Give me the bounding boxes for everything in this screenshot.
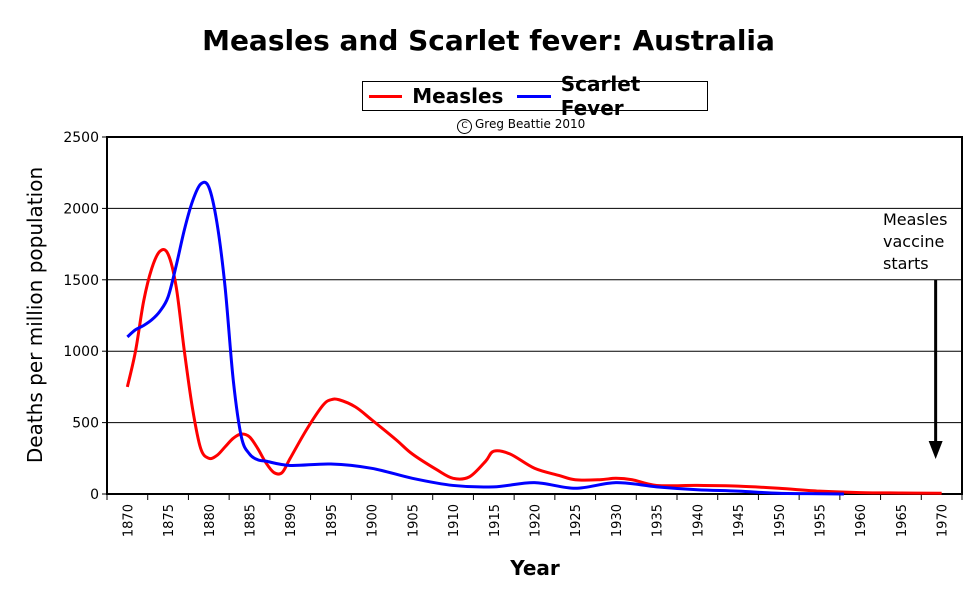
plot-frame [106, 136, 963, 495]
x-tick-label: 1875 [162, 504, 177, 537]
y-tick-label: 500 [72, 416, 99, 432]
x-tick-label: 1885 [244, 504, 259, 537]
series-line-measles [125, 248, 942, 495]
x-tick-label: 1870 [121, 504, 136, 537]
y-tick-label: 1000 [63, 344, 99, 360]
y-tick-label: 1500 [63, 273, 99, 289]
x-tick-label: 1925 [569, 504, 584, 537]
copyright-text: Greg Beattie 2010 [475, 117, 586, 131]
copyright-icon: C [457, 119, 472, 134]
annotation-text: Measles vaccine starts [883, 210, 948, 273]
y-axis-label: Deaths per million population [23, 167, 47, 463]
x-axis-label: Year [509, 556, 560, 580]
y-tick-label: 2000 [63, 201, 99, 217]
y-tick-label: 0 [90, 487, 99, 503]
x-tick-label: 1965 [895, 504, 910, 537]
chart-title: Measles and Scarlet fever: Australia [202, 24, 775, 57]
x-tick-label: 1940 [691, 504, 706, 537]
legend-swatch-scarlet-fever [517, 94, 551, 98]
x-tick-label: 1955 [814, 504, 829, 537]
copyright-note: C Greg Beattie 2010 [457, 117, 585, 134]
x-tick-label: 1960 [854, 504, 869, 537]
x-tick-label: 1950 [773, 504, 788, 537]
x-tick-label: 1895 [325, 504, 340, 537]
x-tick-label: 1930 [610, 504, 625, 537]
x-tick-label: 1880 [203, 504, 218, 537]
legend-label-scarlet-fever: Scarlet Fever [560, 72, 641, 120]
legend: Measles Scarlet Fever [362, 72, 708, 120]
y-tick-label: 2500 [63, 130, 99, 146]
x-tick-label: 1900 [366, 504, 381, 537]
x-tick-label: 1890 [284, 504, 299, 537]
legend-swatch-measles [369, 94, 403, 98]
x-tick-label: 1920 [529, 504, 544, 537]
x-tick-label: 1970 [936, 504, 951, 537]
legend-label-measles: Measles [412, 84, 504, 108]
x-tick-label: 1935 [651, 504, 666, 537]
x-tick-label: 1945 [732, 504, 747, 537]
annotation-arrow-head [928, 441, 943, 459]
x-tick-label: 1905 [406, 504, 421, 537]
x-tick-label: 1915 [488, 504, 503, 537]
x-tick-label: 1910 [447, 504, 462, 537]
series-line-scarlet-fever [126, 180, 844, 496]
